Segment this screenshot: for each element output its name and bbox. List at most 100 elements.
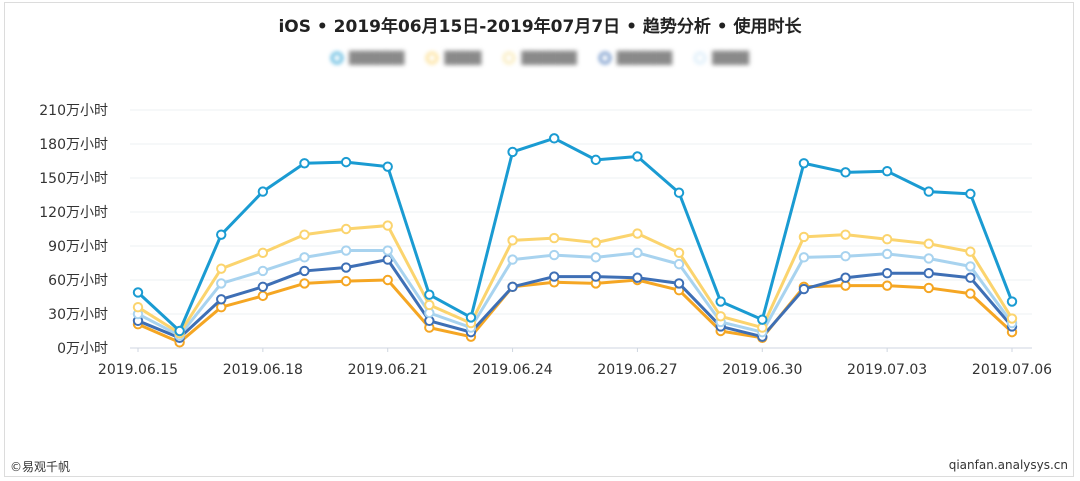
data-point[interactable]	[216, 229, 227, 240]
data-point[interactable]	[382, 220, 393, 231]
legend-swatch-icon	[331, 52, 344, 64]
data-point[interactable]	[965, 188, 976, 200]
data-point[interactable]	[840, 167, 851, 178]
data-point[interactable]	[132, 302, 144, 313]
data-point[interactable]	[923, 268, 934, 279]
data-point[interactable]	[840, 251, 851, 262]
data-point[interactable]	[507, 281, 518, 292]
data-point[interactable]	[757, 314, 768, 325]
data-point[interactable]	[632, 151, 643, 162]
data-point[interactable]	[424, 299, 435, 311]
legend-item[interactable]: ████	[426, 51, 481, 65]
legend-item[interactable]: ████	[694, 51, 749, 65]
data-point[interactable]	[798, 283, 810, 295]
data-point[interactable]	[923, 282, 934, 294]
data-point[interactable]	[548, 133, 560, 144]
data-point[interactable]	[382, 245, 393, 256]
data-point[interactable]	[715, 311, 726, 322]
y-tick-label: 30万小时	[48, 307, 108, 323]
data-point[interactable]	[299, 229, 310, 240]
data-point[interactable]	[216, 278, 227, 289]
data-point[interactable]	[299, 265, 310, 277]
data-point[interactable]	[673, 278, 685, 289]
footer-website: qianfan.analysys.cn	[948, 458, 1068, 472]
legend-swatch-icon	[598, 52, 611, 64]
data-point[interactable]	[174, 325, 185, 337]
y-tick-label: 60万小时	[48, 273, 108, 289]
axes: 0万小时 30万小时 60万小时 90万小时 120万小时 150万小时 180万小时 210…	[39, 103, 1052, 378]
data-point[interactable]	[507, 254, 518, 265]
data-point[interactable]	[257, 265, 269, 277]
series-line	[137, 278, 1014, 344]
data-point[interactable]	[590, 271, 602, 282]
data-point[interactable]	[216, 294, 227, 305]
data-point[interactable]	[299, 278, 310, 289]
data-point[interactable]	[257, 247, 269, 259]
data-point[interactable]	[923, 238, 934, 249]
data-point[interactable]	[965, 261, 976, 272]
legend-item[interactable]: ██████	[331, 51, 404, 65]
data-point[interactable]	[923, 186, 934, 197]
data-point[interactable]	[590, 252, 602, 263]
data-point[interactable]	[590, 237, 602, 248]
data-point[interactable]	[507, 146, 518, 158]
data-point[interactable]	[340, 223, 352, 235]
data-point[interactable]	[840, 229, 851, 240]
data-point[interactable]	[1006, 296, 1018, 307]
x-tick-label: 2019.06.18	[223, 362, 303, 378]
data-point[interactable]	[548, 232, 560, 244]
data-point[interactable]	[673, 258, 685, 270]
legend-label: ██████	[616, 51, 673, 65]
series-line	[136, 136, 1014, 333]
data-point[interactable]	[132, 287, 144, 298]
data-point[interactable]	[632, 228, 643, 239]
data-point[interactable]	[798, 158, 810, 169]
data-point[interactable]	[923, 253, 934, 264]
data-point[interactable]	[299, 252, 310, 263]
legend-item[interactable]: ██████	[503, 51, 577, 65]
series-3	[132, 245, 1018, 341]
series-2	[132, 220, 1018, 339]
data-point[interactable]	[798, 231, 810, 243]
data-point[interactable]	[299, 158, 310, 169]
chart-title: iOS • 2019年06月15日-2019年07月7日 • 趋势分析 • 使用…	[278, 17, 802, 37]
y-tick-label: 0万小时	[57, 341, 108, 357]
y-tick-label: 120万小时	[39, 205, 108, 221]
data-point[interactable]	[881, 166, 893, 177]
data-point[interactable]	[590, 154, 602, 166]
data-point[interactable]	[1006, 313, 1018, 324]
data-point[interactable]	[632, 272, 643, 283]
data-point[interactable]	[673, 247, 685, 259]
data-point[interactable]	[840, 272, 851, 283]
data-point[interactable]	[340, 245, 352, 256]
data-point[interactable]	[881, 234, 893, 245]
data-point[interactable]	[424, 289, 435, 300]
data-point[interactable]	[507, 235, 518, 246]
legend-item[interactable]: ██████	[598, 51, 673, 65]
data-point[interactable]	[673, 187, 685, 198]
data-point[interactable]	[382, 274, 393, 286]
data-point[interactable]	[548, 249, 560, 261]
data-point[interactable]	[881, 248, 893, 260]
data-point[interactable]	[965, 246, 976, 257]
data-point[interactable]	[340, 262, 352, 273]
legend: ██████ ████ ██████ ██████ ████	[0, 51, 1080, 65]
data-point[interactable]	[216, 263, 227, 274]
data-point[interactable]	[965, 288, 976, 299]
data-point[interactable]	[798, 252, 810, 263]
y-tick-label: 150万小时	[39, 171, 108, 187]
data-point[interactable]	[881, 268, 893, 279]
data-point[interactable]	[965, 272, 976, 283]
data-point[interactable]	[382, 161, 393, 172]
data-point[interactable]	[257, 290, 269, 302]
data-point[interactable]	[715, 296, 726, 307]
data-point[interactable]	[257, 186, 269, 197]
data-point[interactable]	[257, 281, 269, 292]
x-tick-label: 2019.06.21	[348, 362, 428, 378]
data-point[interactable]	[632, 247, 643, 259]
data-point[interactable]	[340, 275, 352, 287]
data-point[interactable]	[881, 280, 893, 291]
data-point[interactable]	[548, 271, 560, 282]
data-point[interactable]	[340, 156, 352, 168]
data-point[interactable]	[465, 312, 477, 323]
